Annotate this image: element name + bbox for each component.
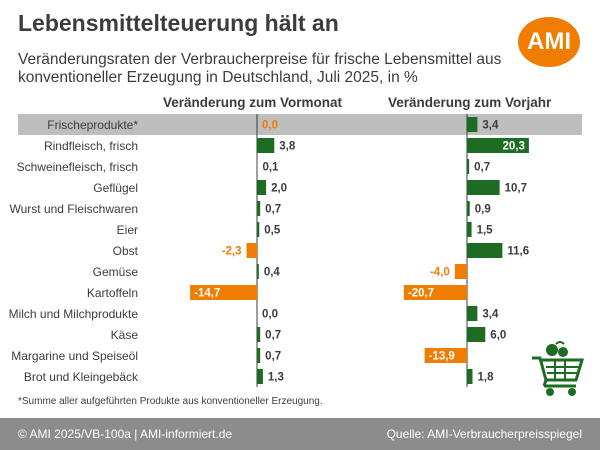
bar-vormonat: [257, 201, 261, 216]
footer-bar: © AMI 2025/VB-100a | AMI-informiert.de Q…: [0, 418, 600, 450]
bar-vorjahr: [467, 159, 470, 174]
data-label-vormonat: 0,7: [265, 351, 281, 363]
bar-vorjahr: [467, 369, 473, 384]
bar-vorjahr: [467, 201, 470, 216]
highlight-row: [18, 114, 582, 135]
data-label-vorjahr: 6,0: [490, 330, 506, 342]
chart-subtitle: Veränderungsraten der Verbraucherpreise …: [18, 51, 502, 86]
data-label-vorjahr: 1,5: [477, 225, 494, 237]
category-label: Milch und Milchprodukte: [9, 307, 139, 321]
bar-vorjahr: [467, 180, 500, 195]
category-label: Brot und Kleingebäck: [24, 370, 139, 384]
bar-vormonat: [190, 285, 257, 300]
bar-vorjahr: [424, 348, 467, 363]
category-label: Eier: [117, 223, 138, 237]
bar-vorjahr: [467, 138, 529, 153]
data-label-vormonat: 1,3: [268, 372, 284, 384]
category-label: Käse: [111, 328, 139, 342]
data-label-vorjahr: 0,7: [474, 162, 490, 174]
bar-vorjahr: [467, 327, 486, 342]
data-label-vorjahr: 0,9: [475, 204, 491, 216]
data-label-vormonat: 0,0: [262, 120, 278, 132]
bar-vormonat: [257, 348, 261, 363]
column-header-vorjahr: Veränderung zum Vorjahr: [388, 95, 552, 110]
bar-vormonat: [257, 138, 275, 153]
data-label-vormonat: 0,4: [264, 267, 281, 279]
bar-vormonat: [246, 243, 257, 258]
data-label-vorjahr: 3,4: [482, 309, 499, 321]
category-label: Rindfleisch, frisch: [44, 139, 138, 153]
data-label-vorjahr: 11,6: [507, 246, 529, 258]
bar-vorjahr: [467, 243, 503, 258]
bar-vorjahr: [454, 264, 467, 279]
data-label-vorjahr: 1,8: [477, 372, 494, 384]
category-label: Obst: [113, 244, 139, 258]
data-label-vormonat: -2,3: [222, 246, 242, 258]
ami-logo: AMI: [518, 17, 580, 67]
category-label: Wurst und Fleischwaren: [10, 202, 139, 216]
footer-source: Quelle: AMI-Verbraucherpreisspiegel: [386, 427, 582, 441]
bar-vorjahr: [403, 285, 467, 300]
category-label: Gemüse: [93, 265, 139, 279]
category-label: Kartoffeln: [87, 286, 138, 300]
data-label-vorjahr: 3,4: [482, 120, 499, 132]
data-label-vormonat: 2,0: [271, 183, 287, 195]
data-label-vormonat: 0,7: [265, 330, 281, 342]
data-label-vorjahr: 20,3: [503, 141, 525, 153]
bar-vormonat: [257, 327, 261, 342]
data-label-vorjahr: -4,0: [430, 267, 450, 279]
data-label-vorjahr: 10,7: [505, 183, 527, 195]
data-label-vormonat: 0,7: [265, 204, 281, 216]
bar-vormonat: [257, 180, 267, 195]
data-label-vormonat: 3,8: [279, 141, 296, 153]
shopping-cart-icon: [532, 341, 585, 396]
footer-copyright: © AMI 2025/VB-100a | AMI-informiert.de: [18, 427, 233, 441]
category-label: Margarine und Speiseöl: [11, 349, 138, 363]
bar-vormonat: [257, 264, 259, 279]
bar-vorjahr: [467, 222, 472, 237]
bar-vorjahr: [467, 117, 478, 132]
column-header-vormonat: Veränderung zum Vormonat: [163, 95, 343, 110]
data-label-vormonat: 0,5: [264, 225, 281, 237]
category-label: Geflügel: [93, 181, 138, 195]
category-label: Frischeprodukte*: [47, 118, 138, 132]
data-label-vormonat: 0,1: [262, 162, 279, 174]
bar-vorjahr: [467, 306, 478, 321]
data-label-vormonat: 0,0: [262, 309, 278, 321]
chart-title: Lebensmittelteuerung hält an: [18, 10, 339, 36]
data-label-vorjahr: -13,9: [429, 351, 455, 363]
data-label-vorjahr: -20,7: [408, 288, 434, 300]
category-label: Schweinefleisch, frisch: [17, 160, 138, 174]
data-label-vormonat: -14,7: [194, 288, 220, 300]
bar-vormonat: [257, 222, 260, 237]
bar-vormonat: [257, 369, 263, 384]
footnote: *Summe aller aufgeführten Produkte aus k…: [18, 396, 323, 407]
